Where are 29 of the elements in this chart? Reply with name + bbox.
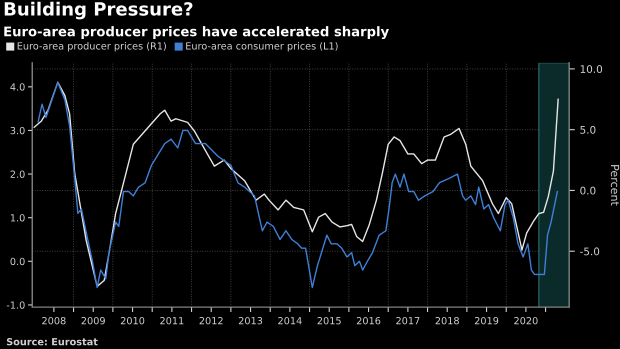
x-tick-label: 2010 [120,317,144,324]
y-tick-label: 4.0 [10,83,25,91]
chart-title: Building Pressure? [4,2,192,20]
y-tick-label: 2.0 [10,170,25,178]
y2-tick-label: -5.0 [580,247,600,256]
y2-tick-label: 0.0 [580,186,596,195]
y2-axis-title: Percent [610,165,620,206]
x-tick-label: 2013 [238,317,262,324]
x-tick-label: 2018 [436,317,459,324]
y2-tick-label: 10.0 [580,65,602,74]
x-tick-label: 2012 [200,317,223,324]
x-tick-label: 2016 [356,317,380,324]
x-tick-label: 2020 [514,317,538,324]
y-tick-label: 0.0 [10,258,25,266]
chart-subtitle: Euro-area producer prices have accelerated sharply [4,26,389,40]
y2-tick-label: 5.0 [580,126,596,134]
source-note: Source: Eurostat [6,338,98,346]
legend-label: Euro-area consumer prices (L1) [186,42,338,52]
x-tick-label: 2011 [160,317,184,324]
y-tick-label: -1.0 [6,301,25,309]
x-tick-label: 2008 [42,317,66,324]
x-tick-label: 2014 [278,317,302,324]
x-tick-label: 2019 [474,317,498,324]
x-tick-label: 2009 [82,317,105,324]
y-tick-label: 1.0 [10,214,25,222]
legend-label: Euro-area producer prices (R1) [18,42,166,52]
x-tick-label: 2017 [396,317,420,324]
y-tick-label: 3.0 [10,126,25,134]
x-tick-label: 2015 [318,317,341,324]
